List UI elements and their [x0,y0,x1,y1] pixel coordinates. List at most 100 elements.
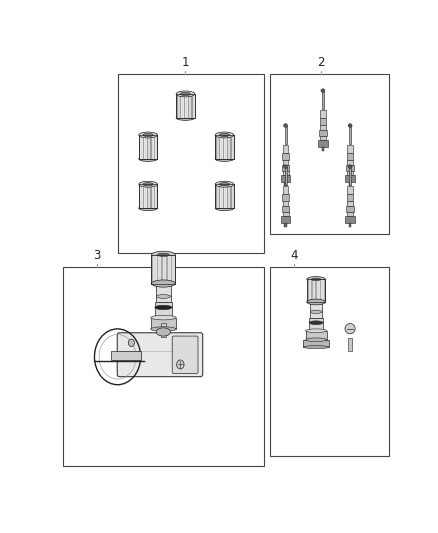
Bar [145,135,146,159]
Bar [182,94,183,118]
Bar [139,184,157,208]
Bar [150,135,152,159]
Bar [307,279,325,302]
Bar [346,194,353,200]
Bar [226,184,228,208]
Bar [219,184,220,208]
Bar [226,135,228,159]
Ellipse shape [283,124,288,127]
Bar [321,279,323,302]
Bar [348,338,352,351]
Bar [309,318,323,330]
Ellipse shape [143,133,153,136]
Bar [151,318,176,329]
Bar [184,94,185,118]
Bar [319,131,327,136]
Ellipse shape [128,339,134,346]
Ellipse shape [215,206,234,211]
Bar [284,223,287,227]
Bar [229,135,230,159]
Bar [304,340,329,347]
Text: 3: 3 [93,249,101,262]
Bar [311,302,322,318]
Bar [225,184,226,208]
Ellipse shape [151,327,176,332]
Bar [281,216,290,223]
Bar [225,135,226,159]
Bar [215,135,217,159]
Bar [282,194,289,200]
Bar [270,74,389,235]
Ellipse shape [156,295,170,298]
Ellipse shape [311,310,322,313]
Ellipse shape [348,165,352,168]
Ellipse shape [139,132,157,138]
Ellipse shape [139,157,157,161]
Ellipse shape [309,321,323,325]
Ellipse shape [157,253,170,256]
Bar [349,182,351,186]
Ellipse shape [304,346,329,349]
Bar [221,135,223,159]
Bar [215,135,234,159]
Ellipse shape [306,329,327,333]
Ellipse shape [307,277,325,282]
Bar [232,135,233,159]
Bar [139,135,157,159]
Bar [159,255,161,284]
Bar [161,323,166,337]
Bar [285,166,286,185]
Bar [223,135,224,159]
Bar [178,94,180,118]
Ellipse shape [152,251,175,259]
Bar [230,135,232,159]
Ellipse shape [143,183,153,186]
Bar [215,184,217,208]
Ellipse shape [321,89,325,93]
Bar [219,135,220,159]
Text: 1: 1 [182,56,189,69]
Bar [156,184,157,208]
Bar [232,184,233,208]
Ellipse shape [306,338,327,342]
Bar [270,267,389,456]
Bar [349,166,351,185]
Bar [346,153,353,159]
Ellipse shape [155,305,172,310]
Bar [307,279,308,302]
Bar [63,267,264,466]
Bar [284,182,287,186]
Bar [281,175,290,182]
Text: 4: 4 [290,249,298,262]
Bar [152,255,175,284]
Bar [111,351,141,360]
Bar [321,147,324,151]
Bar [315,279,317,302]
Ellipse shape [215,181,234,187]
Bar [320,118,326,125]
Bar [186,94,187,118]
Bar [345,175,355,182]
Bar [171,255,173,284]
Bar [283,145,288,153]
Ellipse shape [176,91,195,97]
Bar [229,184,230,208]
Bar [154,184,155,208]
Bar [283,186,288,194]
Bar [152,184,153,208]
Bar [191,94,193,118]
Bar [309,279,311,302]
Ellipse shape [311,278,321,281]
Bar [283,200,288,206]
Bar [346,165,354,171]
Bar [320,125,325,131]
Ellipse shape [139,206,157,211]
Bar [157,255,158,284]
Bar [162,255,163,284]
Bar [152,135,153,159]
Bar [283,212,289,216]
Bar [324,279,325,302]
Ellipse shape [152,280,175,287]
Ellipse shape [215,132,234,138]
Bar [347,171,353,175]
